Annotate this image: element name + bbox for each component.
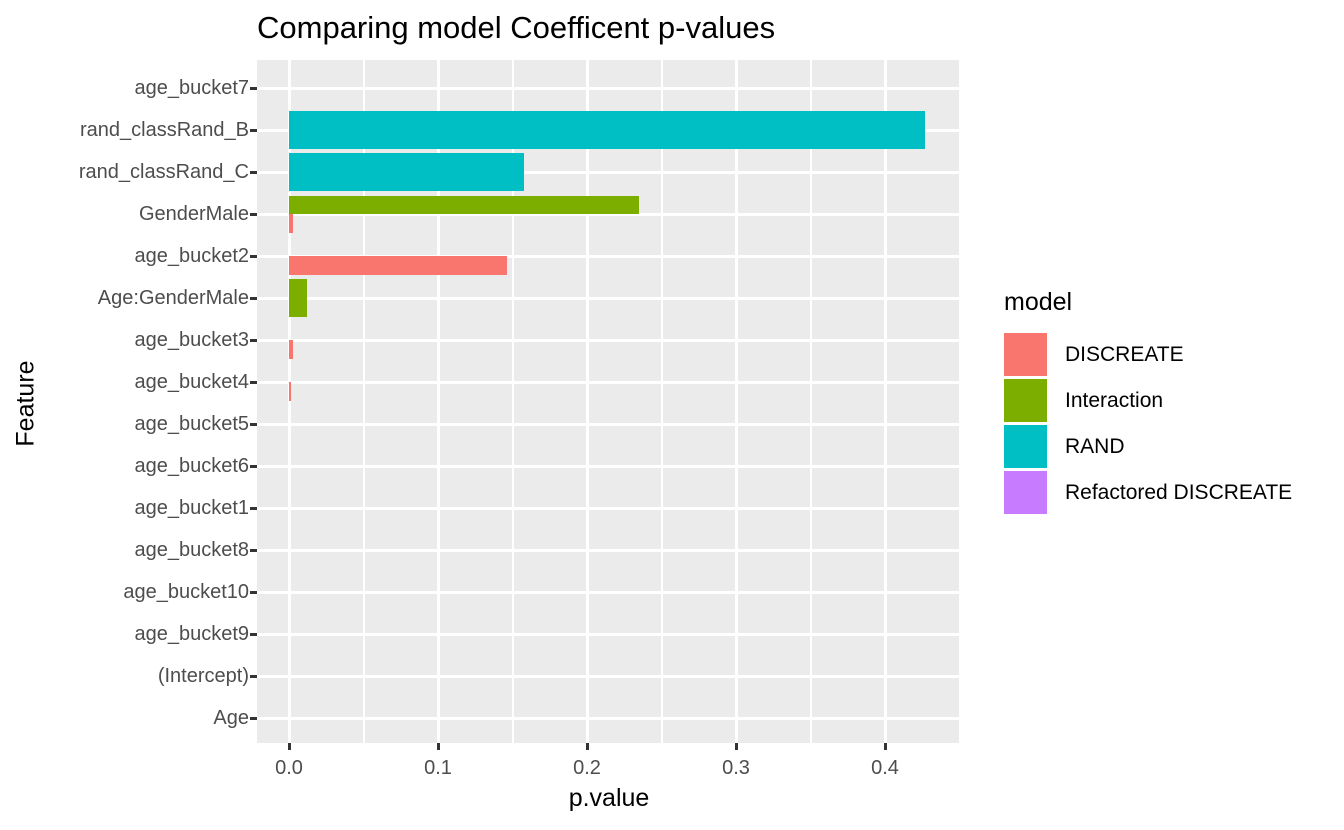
y-tick-label: age_bucket5 xyxy=(134,413,249,435)
legend-item: Interaction xyxy=(1004,379,1292,422)
y-tick-label: age_bucket9 xyxy=(134,623,249,645)
y-tick-mark xyxy=(250,86,257,90)
gridline-major xyxy=(585,60,589,743)
gridline-row xyxy=(257,296,959,300)
chart-title: Comparing model Coefficent p-values xyxy=(257,10,776,45)
x-tick-label: 0.1 xyxy=(424,757,452,779)
y-tick-label: GenderMale xyxy=(138,203,249,225)
legend-label: RAND xyxy=(1065,434,1125,458)
gridline-row xyxy=(257,590,959,594)
gridline-row xyxy=(257,716,959,720)
gridline-minor xyxy=(660,60,663,743)
gridline-minor xyxy=(511,60,514,743)
legend-swatch-interaction xyxy=(1004,379,1047,422)
x-tick-mark xyxy=(287,743,291,750)
legend-title: model xyxy=(1004,288,1073,316)
gridline-row xyxy=(257,380,959,384)
legend-label: Interaction xyxy=(1065,388,1164,412)
gridline-row xyxy=(257,86,959,90)
x-tick-label: 0.4 xyxy=(871,757,899,779)
x-tick-label: 0.0 xyxy=(275,757,303,779)
gridline-minor xyxy=(809,60,812,743)
gridline-row xyxy=(257,674,959,678)
x-tick-label: 0.2 xyxy=(573,757,601,779)
y-tick-mark xyxy=(250,212,257,216)
gridline-row xyxy=(257,212,959,216)
y-tick-mark xyxy=(250,674,257,678)
y-tick-mark xyxy=(250,296,257,300)
legend-label: DISCREATE xyxy=(1065,342,1184,366)
y-tick-mark xyxy=(250,548,257,552)
legend-item: DISCREATE xyxy=(1004,333,1292,376)
bar-age-gendermale xyxy=(289,279,307,317)
y-tick-label: age_bucket10 xyxy=(123,581,249,603)
y-tick-label: age_bucket6 xyxy=(134,455,249,477)
x-tick-mark xyxy=(734,743,738,750)
y-tick-label: age_bucket3 xyxy=(134,329,249,351)
bar-gendermale xyxy=(289,214,293,233)
legend-item: RAND xyxy=(1004,425,1292,468)
y-tick-label: age_bucket4 xyxy=(134,371,249,393)
x-tick-mark xyxy=(883,743,887,750)
x-tick-mark xyxy=(585,743,589,750)
x-tick-mark xyxy=(436,743,440,750)
gridline-row xyxy=(257,632,959,636)
y-tick-mark xyxy=(250,338,257,342)
x-axis-title: p.value xyxy=(568,784,650,812)
y-tick-label: (Intercept) xyxy=(157,665,249,687)
bar-age-bucket2 xyxy=(289,256,507,275)
bar-age-bucket4 xyxy=(289,382,291,401)
y-tick-mark xyxy=(250,590,257,594)
bar-age-bucket3 xyxy=(289,340,293,359)
legend: model DISCREATE Interaction RAND Refacto… xyxy=(1004,288,1292,517)
gridline-major xyxy=(287,60,291,743)
gridline-row xyxy=(257,170,959,174)
legend-swatch-refactored-discreate xyxy=(1004,471,1047,514)
y-tick-label: Age xyxy=(213,707,249,729)
y-tick-mark xyxy=(250,632,257,636)
y-tick-label: age_bucket2 xyxy=(134,245,249,267)
y-tick-label: age_bucket8 xyxy=(134,539,249,561)
y-tick-label: Age:GenderMale xyxy=(97,287,249,309)
gridline-row xyxy=(257,338,959,342)
y-tick-label: rand_classRand_C xyxy=(78,161,249,183)
gridline-row xyxy=(257,254,959,258)
y-tick-label: age_bucket1 xyxy=(134,497,249,519)
gridline-row xyxy=(257,464,959,468)
y-tick-label: age_bucket7 xyxy=(134,77,249,99)
y-tick-mark xyxy=(250,254,257,258)
bar-gendermale xyxy=(289,195,639,214)
bar-rand-classrand-c xyxy=(289,153,524,191)
y-tick-mark xyxy=(250,128,257,132)
legend-item: Refactored DISCREATE xyxy=(1004,471,1292,514)
gridline-row xyxy=(257,422,959,426)
gridline-major xyxy=(734,60,738,743)
y-tick-mark xyxy=(250,422,257,426)
y-tick-mark xyxy=(250,716,257,720)
gridline-minor xyxy=(362,60,365,743)
gridline-major xyxy=(883,60,887,743)
gridline-row xyxy=(257,506,959,510)
x-tick-label: 0.3 xyxy=(722,757,750,779)
y-tick-mark xyxy=(250,464,257,468)
y-tick-mark xyxy=(250,380,257,384)
legend-swatch-discreate xyxy=(1004,333,1047,376)
y-tick-label: rand_classRand_B xyxy=(80,119,249,141)
plot-panel xyxy=(257,60,959,743)
bar-rand-classrand-b xyxy=(289,111,925,149)
y-tick-mark xyxy=(250,506,257,510)
gridline-major xyxy=(436,60,440,743)
gridline-row xyxy=(257,548,959,552)
legend-label: Refactored DISCREATE xyxy=(1065,480,1293,504)
y-tick-mark xyxy=(250,170,257,174)
y-axis-title: Feature xyxy=(11,360,40,447)
legend-swatch-rand xyxy=(1004,425,1047,468)
